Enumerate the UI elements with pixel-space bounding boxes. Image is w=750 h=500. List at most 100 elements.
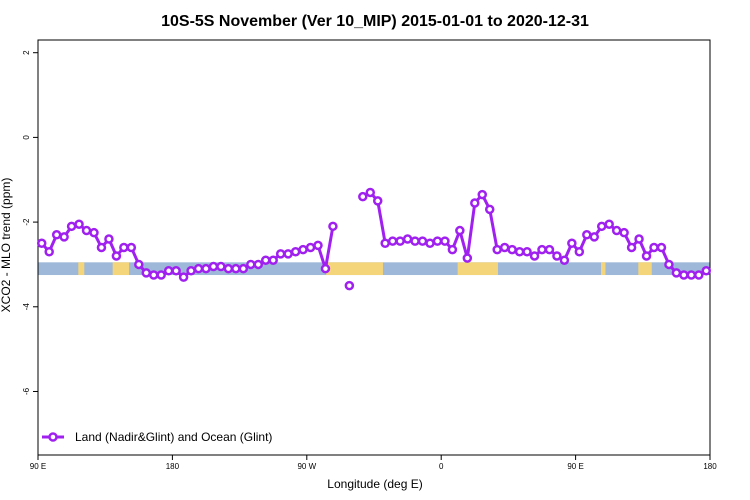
data-point [380,238,390,249]
y-tick-label: -2 [22,218,31,226]
data-point [537,244,547,255]
data-point [694,270,704,280]
data-point [260,255,271,265]
data-point [89,227,99,238]
land-band-segment [326,262,383,276]
data-point [290,246,301,257]
chart-title: 10S-5S November (Ver 10_MIP) 2015-01-01 … [161,13,589,30]
data-point [178,272,189,282]
data-point [462,253,473,263]
data-point [238,263,249,274]
data-point [529,251,540,261]
data-point [275,249,286,259]
x-tick-label: 0 [439,462,444,471]
data-point [417,236,428,246]
data-point [156,270,166,280]
data-point [567,238,577,249]
data-point [74,219,84,229]
data-point [111,251,122,261]
legend-label: Land (Nadir&Glint) and Ocean (Glint) [75,430,272,444]
data-point [484,204,495,215]
land-band-segment [112,262,130,276]
data-point [425,238,435,249]
legend-marker [48,432,58,442]
data-point [216,261,226,272]
data-point [59,232,69,242]
data-point [544,244,555,255]
y-tick-label: -4 [22,303,31,311]
data-point [701,266,712,276]
data-point [596,221,607,232]
data-point [522,246,532,257]
data-point [253,259,264,270]
data-point [574,246,585,257]
data-point [141,268,152,278]
data-point [649,242,659,253]
data-point [81,225,92,236]
data-point [402,234,413,244]
x-tick-label: 90 W [297,462,316,471]
data-point [328,221,338,232]
data-point [552,251,562,261]
land-band-segment [600,262,606,276]
data-point [365,187,376,198]
data-point [470,198,480,208]
data-point [634,234,644,244]
data-point [387,236,398,246]
data-point [313,240,323,251]
x-tick-label: 90 E [30,462,46,471]
data-point [283,249,293,259]
data-point [372,196,383,206]
y-tick-label: 2 [22,50,31,55]
data-point [492,244,502,255]
data-point [477,189,488,200]
data-point [119,242,129,253]
data-point [626,242,637,253]
data-point [656,242,667,253]
data-point [163,266,174,276]
data-point [96,242,107,253]
data-point [104,234,114,244]
x-tick-label: 180 [166,462,180,471]
y-tick-label: -6 [22,387,31,395]
data-point [126,242,137,253]
data-point [171,266,181,276]
plot-frame [37,39,711,456]
data-point [134,259,144,270]
data-point [559,255,570,265]
data-point [201,263,211,274]
data-point [268,255,278,265]
data-point [447,244,458,255]
data-point [51,230,62,240]
data-point [589,232,600,242]
x-tick-label: 180 [703,462,717,471]
data-point [679,270,689,280]
land-band-segment [457,262,498,276]
y-tick-label: 0 [22,135,31,140]
data-point [641,251,652,261]
land-band-segment [78,262,85,276]
land-band-segment [638,262,652,276]
data-point [231,263,241,274]
x-tick-label: 90 E [567,462,583,471]
data-point [440,236,450,246]
data-point [344,280,355,291]
data-point [611,225,622,236]
data-point [193,263,204,274]
x-axis-label: Longitude (deg E) [327,477,422,491]
y-axis-label: XCO2 - MLO trend (ppm) [0,178,13,313]
data-point [671,268,682,278]
data-point [432,236,443,246]
data-point [619,227,629,238]
data-point [514,246,525,257]
data-point [44,246,54,257]
data-point [455,225,465,236]
plot-area: 2 0 -2 -4 -6 90 E 180 90 W 0 90 E 180 Land (Nadir&G… [22,39,717,471]
data-point [358,191,368,202]
data-point [395,236,405,246]
data-point [148,270,159,280]
data-point [664,259,674,270]
data-point [499,242,510,253]
data-point [686,270,697,280]
data-point [66,221,77,232]
